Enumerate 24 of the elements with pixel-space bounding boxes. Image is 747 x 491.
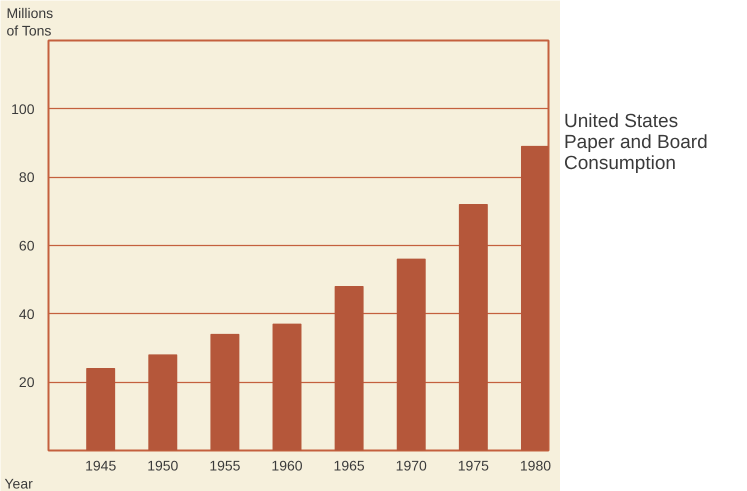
y-tick-label: 20 <box>18 374 35 390</box>
bar <box>396 258 426 450</box>
bar <box>520 146 548 450</box>
x-tick-label: 1945 <box>85 458 116 474</box>
x-tick-label: 1980 <box>520 458 552 474</box>
bar <box>334 286 364 450</box>
x-tick-label: 1955 <box>209 458 241 474</box>
x-tick-label: 1965 <box>334 458 365 474</box>
bar <box>458 204 488 450</box>
bar <box>148 354 178 450</box>
y-axis-title: Millions of Tons <box>6 4 54 38</box>
bar <box>86 368 116 450</box>
y-tick-label: 100 <box>11 100 35 117</box>
x-tick-label: 1960 <box>271 458 303 474</box>
x-tick-label: 1950 <box>147 458 179 474</box>
y-tick-label: 40 <box>18 306 35 322</box>
y-tick-label: 60 <box>18 238 35 254</box>
x-tick-label: 1970 <box>396 458 428 474</box>
bar <box>210 334 240 450</box>
x-axis-title: Year <box>4 476 34 491</box>
bar <box>272 324 302 450</box>
y-tick-label: 80 <box>18 169 35 186</box>
text: United States Paper and Board Consumption <box>564 111 708 175</box>
x-tick-label: 1975 <box>458 458 490 474</box>
